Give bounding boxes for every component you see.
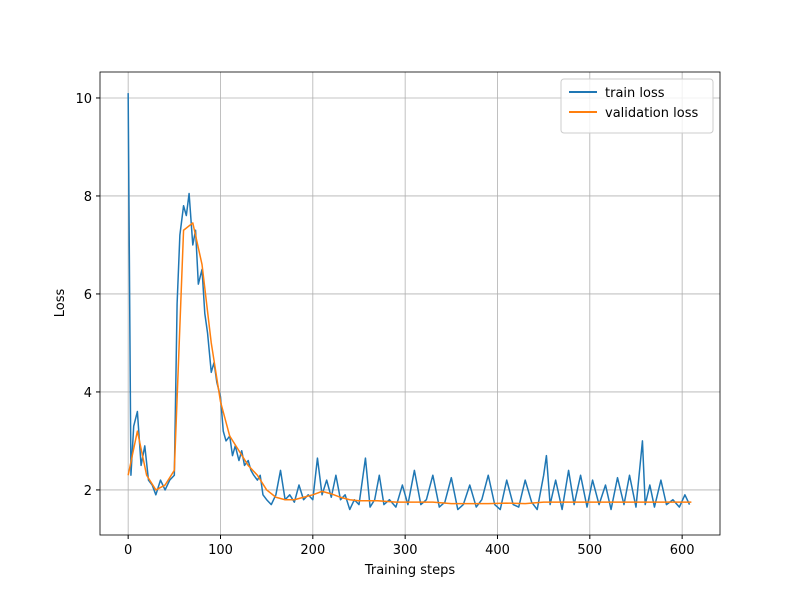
y-tick-label: 10	[75, 92, 92, 107]
series-line	[127, 93, 691, 511]
x-tick-label: 600	[670, 543, 695, 558]
legend: train loss validation loss	[560, 78, 714, 134]
x-tick-label: 200	[300, 543, 325, 558]
series-line	[127, 222, 692, 505]
x-axis-label: Training steps	[364, 563, 456, 578]
y-tick-label: 6	[84, 288, 92, 303]
legend-label: train loss	[605, 86, 665, 101]
y-tick-label: 8	[84, 190, 92, 205]
x-tick-label: 400	[485, 543, 510, 558]
x-tick-label: 100	[208, 543, 233, 558]
plot-frame	[99, 71, 721, 536]
y-tick-label: 2	[84, 484, 92, 499]
legend-label: validation loss	[605, 106, 698, 121]
y-axis-label: Loss	[53, 289, 68, 318]
x-tick-label: 0	[124, 543, 132, 558]
y-tick-label: 4	[84, 386, 92, 401]
x-tick-label: 300	[393, 543, 418, 558]
legend-box	[560, 78, 714, 134]
x-tick-label: 500	[577, 543, 602, 558]
